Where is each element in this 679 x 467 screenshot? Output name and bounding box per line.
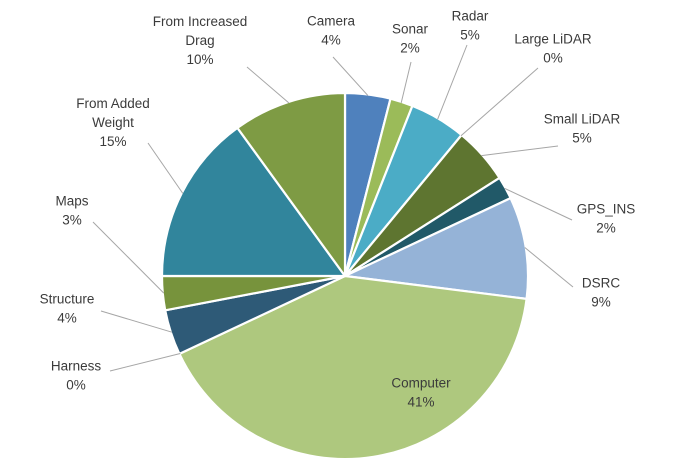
slice-label-line: 3%	[62, 213, 82, 228]
slice-label-line: 10%	[186, 52, 213, 67]
slice-label-text: From Increased	[153, 14, 248, 29]
slice-label-text: Maps	[55, 194, 88, 209]
slice-label-small-lidar: Small LiDAR 5%	[544, 112, 621, 146]
slice-label-text: From Added	[76, 96, 150, 111]
slice-label-text: Structure	[40, 292, 95, 307]
slice-label-line: 41%	[407, 395, 434, 410]
slice-label-gps-ins: GPS_INS 2%	[577, 202, 636, 236]
leader-line-small-lidar	[481, 145, 559, 157]
leader-line-camera	[332, 56, 369, 96]
slice-label-text: Sonar	[392, 22, 429, 37]
slice-label-text: Large LiDAR	[514, 32, 592, 47]
slice-label-line: Weight	[92, 115, 134, 130]
slice-label-line: Drag	[185, 33, 214, 48]
slice-label-text: Computer	[391, 376, 451, 391]
leader-line-harness	[109, 353, 181, 372]
leader-line-dsrc	[524, 247, 574, 288]
leader-line-large-lidar	[460, 67, 539, 137]
slice-label-from-added-weight: From Added Weight 15%	[76, 96, 150, 149]
slice-label-line: 4%	[57, 311, 77, 326]
slice-label-text: GPS_INS	[577, 202, 636, 217]
slice-label-line: 15%	[99, 134, 126, 149]
leader-line-sonar	[400, 61, 412, 104]
slice-label-camera: Camera 4%	[307, 14, 356, 48]
slice-labels-group: Camera 4% Sonar 2% Radar 5% Large LiDAR 0% Small…	[40, 9, 636, 410]
slice-label-sonar: Sonar 2%	[392, 22, 429, 56]
leader-line-radar	[437, 44, 468, 120]
slice-label-computer: Computer 41%	[391, 376, 451, 410]
slice-label-line: 4%	[321, 33, 341, 48]
leader-line-gps-ins	[504, 187, 573, 221]
slice-label-line: 5%	[572, 131, 592, 146]
leader-line-from-increased-drag	[246, 66, 290, 104]
slice-label-text: Harness	[51, 359, 102, 374]
leader-lines-group	[92, 44, 574, 372]
slice-label-text: Small LiDAR	[544, 112, 621, 127]
leader-line-structure	[100, 310, 173, 333]
slice-label-structure: Structure 4%	[40, 292, 95, 326]
pie-slice-computer	[178, 274, 528, 461]
leader-line-from-added-weight	[147, 142, 184, 194]
slice-label-from-increased-drag: From Increased Drag 10%	[153, 14, 248, 67]
slice-label-line: 9%	[591, 295, 611, 310]
slice-label-harness: Harness 0%	[51, 359, 102, 393]
slice-label-line: 0%	[66, 378, 86, 393]
slice-label-line: 2%	[400, 41, 420, 56]
slice-label-maps: Maps 3%	[55, 194, 88, 228]
pie-slice-dsrc	[343, 197, 530, 300]
slice-label-text: DSRC	[582, 276, 621, 291]
slice-label-large-lidar: Large LiDAR 0%	[514, 32, 592, 66]
slice-label-radar: Radar 5%	[452, 9, 489, 43]
pie-slices-group	[160, 91, 530, 461]
slice-label-line: 0%	[543, 51, 563, 66]
slice-label-dsrc: DSRC 9%	[582, 276, 621, 310]
leader-line-maps	[92, 221, 165, 294]
slice-label-text: Camera	[307, 14, 356, 29]
slice-label-text: Radar	[452, 9, 489, 24]
slice-label-line: 5%	[460, 28, 480, 43]
slice-label-line: 2%	[596, 221, 616, 236]
